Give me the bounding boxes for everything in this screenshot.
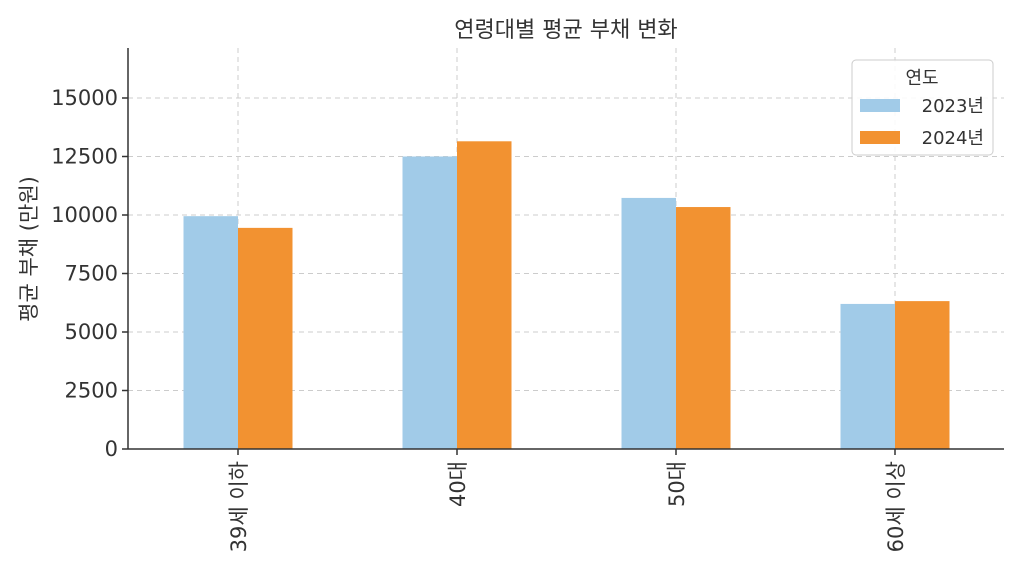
y-axis-label: 평균 부채 (만원) xyxy=(17,176,41,322)
bars xyxy=(183,141,950,450)
legend-swatch xyxy=(860,99,900,112)
y-tick-label: 7500 xyxy=(65,262,118,286)
y-tick-label: 10000 xyxy=(51,203,118,227)
bar xyxy=(402,156,457,449)
legend-label: 2023년 xyxy=(922,96,984,117)
y-tick-label: 15000 xyxy=(51,86,118,110)
bar xyxy=(238,227,293,449)
y-tick-label: 12500 xyxy=(51,145,118,169)
legend-title: 연도 xyxy=(905,68,938,89)
x-tick-label: 50대 xyxy=(665,461,689,507)
bar xyxy=(676,207,731,449)
bar xyxy=(621,197,676,449)
legend-swatch xyxy=(860,131,900,144)
x-tick-label: 40대 xyxy=(446,461,470,507)
legend: 연도 2023년 2024년 xyxy=(851,59,994,156)
y-tick-label: 5000 xyxy=(65,320,118,344)
legend-label: 2024년 xyxy=(922,128,984,149)
bar xyxy=(840,303,895,449)
x-tick-label: 60세 이상 xyxy=(884,461,908,552)
bar xyxy=(895,301,950,449)
y-tick-label: 2500 xyxy=(65,379,118,403)
bar xyxy=(183,216,238,449)
chart-title: 연령대별 평균 부채 변화 xyxy=(454,18,677,43)
bar xyxy=(457,141,512,450)
y-tick-label: 0 xyxy=(105,437,118,461)
axes: 0 2500 5000 7500 10000 12500 15000 39세 이하 40대 50대… xyxy=(51,48,1004,552)
x-tick-label: 39세 이하 xyxy=(227,461,251,552)
